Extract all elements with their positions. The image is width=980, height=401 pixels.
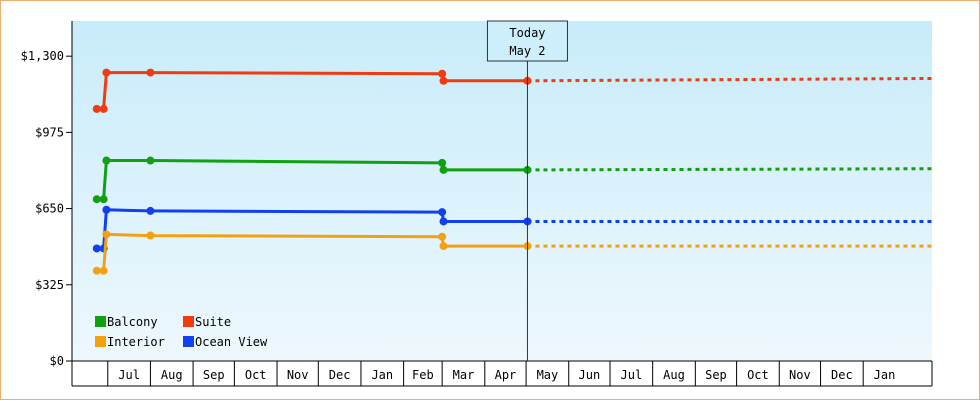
data-point [146,68,155,77]
x-tick-label: Sep [203,368,225,382]
legend-item: Suite [183,315,231,329]
data-point [439,242,448,251]
data-point [146,231,155,240]
legend-swatch [95,336,106,347]
y-tick-label: $0 [50,354,64,368]
x-tick-label: Feb [412,368,434,382]
data-point [99,104,108,113]
legend-swatch [183,336,194,347]
x-tick-label: Nov [287,368,309,382]
x-tick-label: Aug [663,368,685,382]
legend-item: Interior [95,335,165,349]
x-tick-label: Oct [747,368,769,382]
data-point [146,206,155,215]
data-point [438,232,447,241]
legend-swatch [95,316,106,327]
y-tick-label: $650 [35,202,64,216]
legend: Balcony Suite Interior Ocean View [95,315,268,349]
forecast-line [527,76,933,83]
today-date: May 2 [509,44,545,58]
data-point [439,76,448,85]
data-point [102,205,111,214]
x-tick-label: Jun [579,368,601,382]
x-tick-label: Oct [245,368,267,382]
y-tick-label: $975 [35,125,64,139]
data-point [102,230,111,239]
data-point [438,69,447,78]
data-point [146,156,155,165]
legend-label: Ocean View [195,335,268,349]
today-label: Today [509,26,545,40]
x-tick-label: Jul [118,368,140,382]
data-point [102,68,111,77]
x-tick-label: Apr [495,368,517,382]
data-point [92,244,101,253]
data-point [438,208,447,217]
legend-swatch [183,316,194,327]
data-point [92,266,101,275]
series-suite [92,68,933,113]
series-balcony [92,156,933,204]
data-point [99,266,108,275]
data-point [439,165,448,174]
x-tick-label: Jan [874,368,896,382]
data-point [438,158,447,167]
x-tick-label: Dec [831,368,853,382]
x-tick-label: Mar [453,368,475,382]
legend-item: Balcony [95,315,158,329]
x-tick-label: Jan [371,368,393,382]
data-point [102,156,111,165]
forecast-line [527,167,933,172]
today-box [486,20,568,62]
data-point [92,104,101,113]
legend-label: Interior [107,335,165,349]
x-tick-label: Sep [705,368,727,382]
data-point [92,195,101,204]
legend-item: Ocean View [183,335,268,349]
legend-label: Balcony [107,315,158,329]
legend-label: Suite [195,315,231,329]
y-tick-label: $325 [35,278,64,292]
x-tick-label: May [537,368,559,382]
x-tick-label: Aug [161,368,183,382]
x-tick-label: Nov [789,368,811,382]
axes: $0 $325 $650 $975 $1,300 Jul Aug Sep Oct Nov Dec Ja… [21,21,933,387]
y-tick-label: $1,300 [21,49,64,63]
today-marker: Today May 2 [486,20,568,361]
data-point [439,217,448,226]
plot-area [72,21,932,361]
x-tick-label: Jul [621,368,643,382]
data-point [99,195,108,204]
x-tick-label: Dec [329,368,351,382]
